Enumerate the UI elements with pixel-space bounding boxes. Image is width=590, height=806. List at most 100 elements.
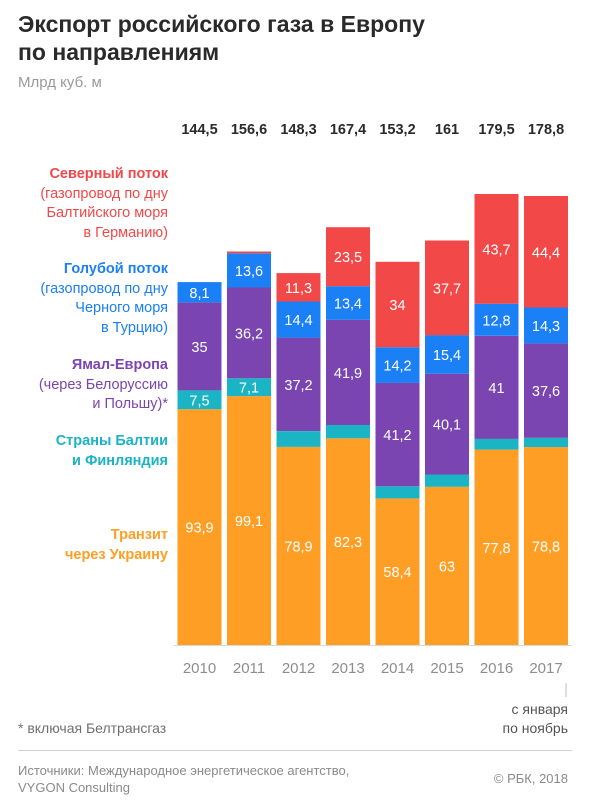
bar-segment-blue_stream-2014 — [375, 347, 420, 383]
bar-segment-ukraine-2011 — [227, 396, 271, 645]
bar-segment-blue_stream-2016 — [474, 303, 519, 336]
data-label-blue_stream-2015: 15,4 — [433, 348, 461, 364]
legend-ukraine: Транзит через Украину — [65, 526, 168, 565]
year-label-2014: 2014 — [381, 660, 414, 677]
year-label-2010: 2010 — [183, 660, 216, 677]
data-label-ukraine-2010: 93,9 — [185, 521, 213, 537]
data-label-ukraine-2017: 78,8 — [532, 540, 560, 556]
data-label-nord_stream-2014: 34 — [389, 298, 405, 314]
legend-blue-stream-line-1: (газопровод по дну — [40, 280, 168, 297]
data-label-ukraine-2012: 78,9 — [284, 539, 312, 555]
year-label-2011: 2011 — [233, 660, 265, 677]
footer-divider — [18, 750, 572, 751]
year-label-2012: 2012 — [282, 660, 315, 677]
bar-segment-yamal-2015 — [425, 373, 469, 475]
total-label-2017: 178,8 — [528, 122, 564, 138]
bar-segment-ukraine-2010 — [177, 409, 222, 645]
legend-baltic-name-1: Страны Балтии — [55, 433, 168, 449]
data-label-blue_stream-2017: 14,3 — [532, 319, 560, 335]
bar-segment-ukraine-2014 — [375, 498, 420, 645]
period-note-line-1: с января — [511, 701, 568, 717]
bar-segment-yamal-2017 — [524, 343, 568, 438]
bar-segment-baltic-2010 — [177, 390, 222, 410]
bar-segment-blue_stream-2010 — [177, 282, 222, 303]
data-label-nord_stream-2017: 44,4 — [532, 245, 560, 261]
data-label-ukraine-2011: 99,1 — [235, 514, 263, 530]
legend-blue-stream-line-3: в Турцию) — [100, 319, 168, 336]
bar-segment-blue_stream-2017 — [524, 307, 568, 344]
legend-nord-stream-line-1: (газопровод по дну — [40, 185, 168, 202]
total-label-2015: 161 — [435, 122, 459, 138]
bar-segment-baltic-2011 — [227, 378, 271, 397]
data-label-blue_stream-2010: 8,1 — [189, 286, 209, 302]
data-label-baltic-2010: 7,5 — [189, 393, 209, 409]
legend-ukraine-name-2: через Украину — [64, 546, 168, 563]
data-label-nord_stream-2012: 11,3 — [285, 281, 312, 297]
data-label-yamal-2011: 36,2 — [235, 326, 263, 342]
bar-segment-yamal-2010 — [177, 302, 222, 391]
bar-segment-yamal-2013 — [326, 319, 370, 425]
bar-segment-nord_stream-2014 — [375, 261, 420, 348]
sources-line-2: VYGON Consulting — [18, 780, 130, 795]
bar-segment-ukraine-2017 — [524, 447, 568, 645]
sources-line-1: Источники: Международное энергетическое … — [18, 763, 350, 778]
bar-segment-baltic-2013 — [326, 425, 370, 439]
data-label-blue_stream-2016: 12,8 — [482, 313, 510, 329]
data-label-blue_stream-2014: 14,2 — [383, 359, 411, 375]
data-label-ukraine-2016: 77,8 — [482, 541, 510, 557]
bar-segment-ukraine-2012 — [276, 446, 321, 645]
bar-segment-nord_stream-2013 — [326, 227, 370, 287]
bar-segment-baltic-2016 — [474, 438, 519, 450]
data-label-nord_stream-2016: 43,7 — [482, 242, 510, 258]
bar-segment-blue_stream-2012 — [276, 301, 321, 338]
data-label-ukraine-2013: 82,3 — [334, 535, 362, 551]
bar-segment-nord_stream-2015 — [425, 240, 469, 336]
data-label-yamal-2012: 37,2 — [284, 378, 312, 394]
legend-yamal-line-1: (через Белоруссию — [38, 376, 168, 393]
total-label-2011: 156,6 — [231, 122, 267, 138]
bar-segment-ukraine-2013 — [326, 438, 370, 645]
legend-yamal-line-2: и Польшу)* — [92, 396, 168, 412]
bar-segment-nord_stream-2017 — [524, 196, 568, 308]
bar-segment-blue_stream-2015 — [425, 335, 469, 374]
total-label-2014: 153,2 — [379, 122, 415, 138]
legend-nord-stream-line-3: в Германию) — [83, 224, 168, 241]
bar-segment-baltic-2017 — [524, 437, 568, 448]
legend-blue-stream: Голубой поток (газопровод по дну Черного… — [40, 260, 168, 338]
bar-segment-blue_stream-2011 — [227, 253, 271, 288]
bar-segment-nord_stream-2016 — [474, 194, 519, 304]
stacked-bar-chart: 93,9 7,5 35 8,1 144,5 2010 99,1 7,1 36,2 13,6 156,… — [173, 122, 572, 697]
bar-segment-baltic-2012 — [276, 431, 321, 447]
data-label-blue_stream-2013: 13,4 — [334, 297, 362, 313]
legend-nord-stream: Северный поток (газопровод по дну Балтий… — [40, 165, 168, 243]
data-label-ukraine-2015: 63 — [439, 559, 455, 575]
total-label-2013: 167,4 — [330, 122, 366, 138]
year-label-2016: 2016 — [480, 660, 513, 677]
bar-segment-baltic-2015 — [425, 474, 469, 487]
year-label-2015: 2015 — [430, 660, 463, 677]
bar-segment-nord_stream-2012 — [276, 273, 321, 302]
bar-segment-yamal-2012 — [276, 337, 321, 431]
data-label-nord_stream-2013: 23,5 — [334, 250, 362, 266]
sources: Источники: Международное энергетическое … — [18, 762, 349, 796]
chart-title: Экспорт российского газа в Европу по нап… — [18, 10, 578, 66]
bar-segment-yamal-2011 — [227, 287, 271, 379]
legend-baltic-name-2: и Финляндия — [72, 452, 168, 469]
bar-segment-yamal-2016 — [474, 335, 519, 439]
data-label-baltic-2011: 7,1 — [239, 381, 259, 397]
period-note-line-2: по ноябрь — [502, 720, 568, 736]
bar-segment-ukraine-2015 — [425, 486, 469, 645]
data-label-ukraine-2014: 58,4 — [383, 565, 411, 581]
data-label-yamal-2017: 37,6 — [532, 384, 560, 400]
data-label-yamal-2010: 35 — [191, 340, 207, 356]
legend-nord-stream-line-2: Балтийского моря — [46, 205, 168, 221]
total-label-2016: 179,5 — [478, 122, 514, 138]
total-label-2010: 144,5 — [181, 122, 217, 138]
bar-segment-nord_stream-2011 — [227, 251, 271, 254]
total-label-2012: 148,3 — [280, 122, 316, 138]
unit-subtitle: Млрд куб. м — [18, 74, 102, 91]
legend-blue-stream-line-2: Черного моря — [75, 300, 168, 316]
data-label-yamal-2015: 40,1 — [433, 418, 461, 434]
year-label-2017: 2017 — [529, 660, 562, 677]
legend-nord-stream-name: Северный поток — [49, 166, 168, 182]
